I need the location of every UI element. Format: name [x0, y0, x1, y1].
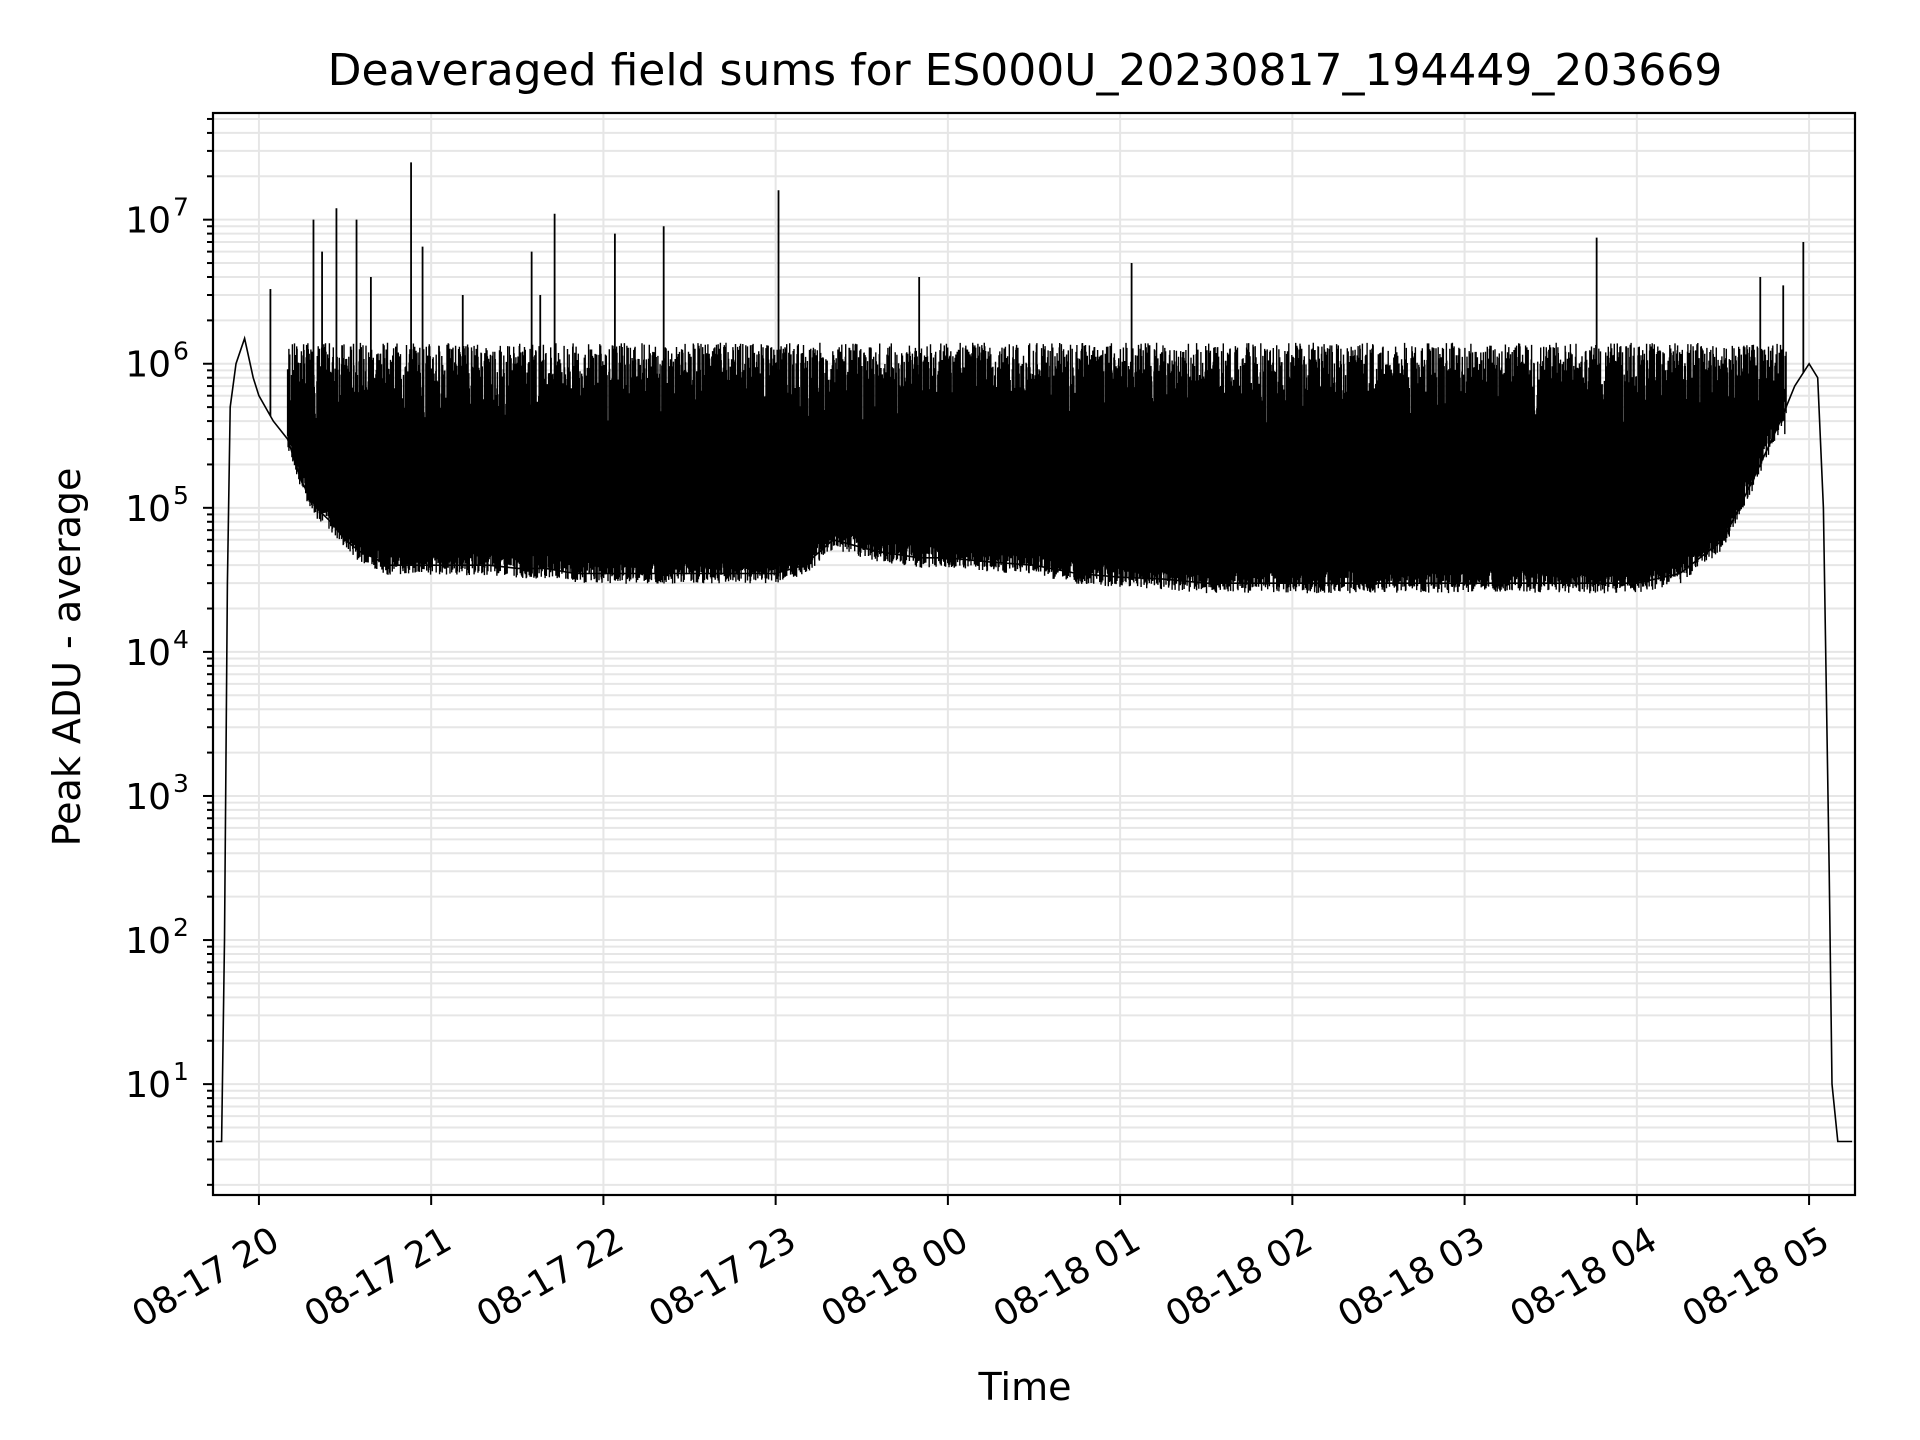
- y-tick-exponent: 4: [173, 625, 189, 654]
- y-tick-label: 10: [125, 1065, 171, 1106]
- y-tick-label: 10: [125, 201, 171, 242]
- y-tick-label: 10: [125, 633, 171, 674]
- plot-area: [215, 162, 1853, 1143]
- y-tick-label: 10: [125, 777, 171, 818]
- y-tick-exponent: 3: [173, 769, 189, 798]
- y-tick-label: 10: [125, 345, 171, 386]
- y-tick-exponent: 7: [173, 193, 189, 222]
- y-tick-exponent: 5: [173, 481, 189, 510]
- series-noise-band: [286, 342, 1787, 594]
- chart-title: Deaveraged field sums for ES000U_2023081…: [328, 45, 1723, 96]
- y-tick-exponent: 1: [173, 1057, 189, 1086]
- y-axis-label: Peak ADU - average: [45, 468, 89, 847]
- plot-frame: [211, 111, 1857, 1197]
- x-axis-label: Time: [978, 1365, 1072, 1409]
- y-tick-exponent: 6: [173, 337, 189, 366]
- y-tick-label: 10: [125, 489, 171, 530]
- y-tick-label: 10: [125, 921, 171, 962]
- y-tick-exponent: 2: [173, 913, 189, 942]
